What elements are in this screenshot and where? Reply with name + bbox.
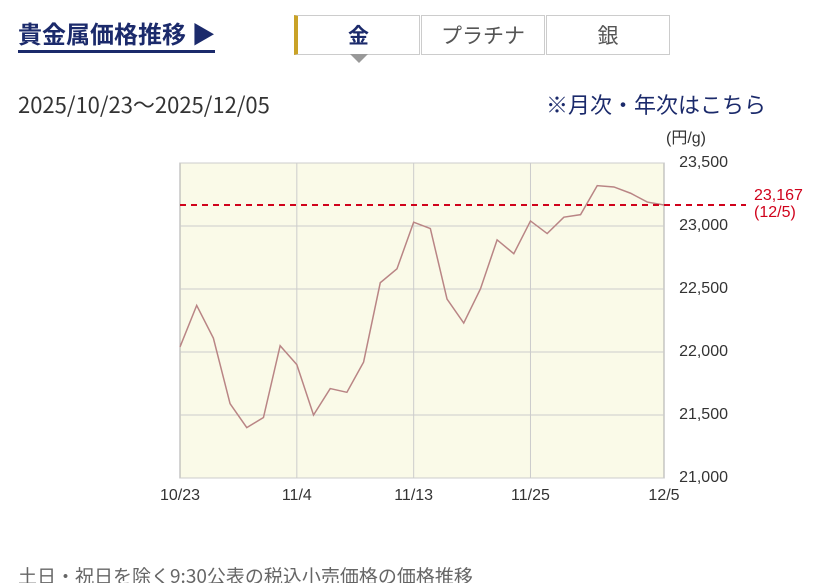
y-tick-label: 23,500: [679, 154, 728, 171]
footnote: 土日・祝日を除く9:30公表の税込小売価格の価格推移: [18, 562, 473, 583]
x-tick-label: 11/13: [394, 487, 433, 504]
plot-area: [179, 162, 665, 479]
y-tick-label: 23,000: [679, 217, 728, 234]
active-indicator: [350, 54, 368, 63]
x-tick-label: 12/5: [648, 487, 679, 504]
monthly-link[interactable]: ※月次・年次はこちら: [545, 88, 766, 120]
section-title[interactable]: 貴金属価格推移 ▶: [18, 15, 216, 53]
reference-date: (12/5): [754, 204, 796, 221]
x-tick-label: 10/23: [160, 487, 200, 504]
title-text: 貴金属価格推移: [18, 15, 186, 50]
x-tick-label: 11/4: [282, 487, 312, 504]
y-tick-label: 22,500: [679, 280, 728, 297]
x-tick-label: 11/25: [511, 487, 550, 504]
y-tick-label: 21,000: [679, 469, 728, 486]
tab-silver[interactable]: 銀: [546, 15, 670, 55]
reference-label: 23,167: [754, 187, 803, 204]
date-range: 2025/10/23〜2025/12/05: [18, 88, 270, 120]
title-arrow: ▶: [191, 15, 216, 50]
y-unit: (円/g): [666, 130, 706, 147]
y-tick-label: 21,500: [679, 406, 728, 423]
price-line: [179, 184, 665, 429]
tab-platinum[interactable]: プラチナ: [421, 15, 545, 55]
y-tick-label: 22,000: [679, 343, 728, 360]
